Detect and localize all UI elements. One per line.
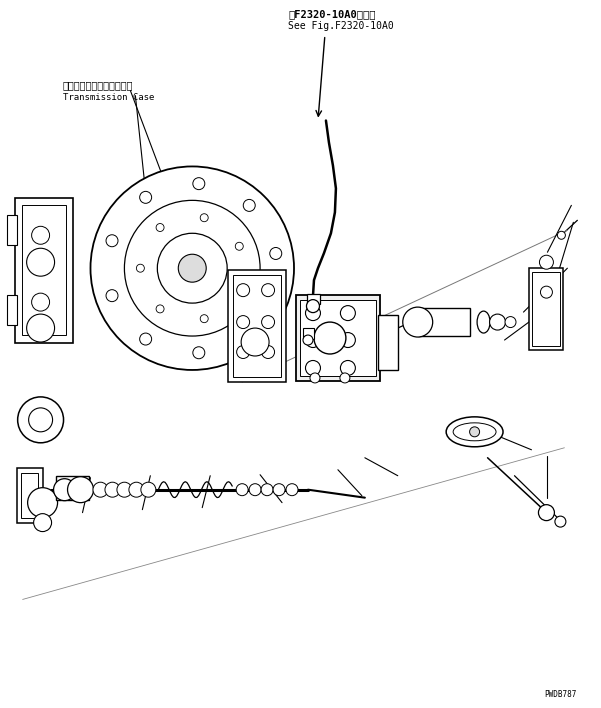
Circle shape (303, 335, 313, 345)
Circle shape (403, 307, 433, 337)
Circle shape (139, 191, 151, 203)
Circle shape (261, 284, 275, 297)
Circle shape (305, 306, 320, 321)
Circle shape (129, 482, 144, 497)
Bar (228, 270, 286, 382)
Circle shape (243, 325, 255, 337)
Bar (378, 315, 398, 370)
Circle shape (286, 484, 298, 496)
Circle shape (237, 316, 249, 329)
Bar (55, 476, 90, 500)
Circle shape (200, 214, 208, 222)
Bar (233, 275, 281, 377)
Bar (22, 205, 66, 335)
Circle shape (156, 224, 164, 232)
Circle shape (28, 488, 58, 518)
Bar (17, 468, 43, 523)
Circle shape (136, 264, 144, 272)
Circle shape (105, 482, 120, 497)
Circle shape (243, 200, 255, 212)
Bar (20, 473, 38, 518)
Circle shape (307, 299, 320, 313)
Circle shape (17, 397, 64, 442)
Circle shape (91, 166, 294, 370)
Circle shape (32, 227, 49, 244)
Bar (529, 268, 563, 350)
Circle shape (237, 346, 249, 358)
Text: トランスミッションケース: トランスミッションケース (63, 81, 133, 91)
Circle shape (106, 235, 118, 246)
Text: Transmission Case: Transmission Case (63, 93, 154, 102)
Circle shape (340, 373, 350, 383)
Circle shape (310, 373, 320, 383)
Bar (296, 295, 380, 381)
Bar (418, 308, 469, 336)
Circle shape (237, 284, 249, 297)
Circle shape (261, 484, 273, 496)
Circle shape (67, 476, 94, 503)
Circle shape (236, 484, 248, 496)
Circle shape (53, 479, 76, 501)
Circle shape (261, 316, 275, 329)
Circle shape (314, 322, 346, 354)
Circle shape (26, 249, 55, 276)
Circle shape (26, 314, 55, 342)
Circle shape (555, 516, 566, 527)
Circle shape (93, 482, 108, 497)
Circle shape (273, 484, 285, 496)
Circle shape (235, 242, 243, 250)
Circle shape (540, 286, 552, 298)
Circle shape (29, 408, 52, 432)
Circle shape (178, 254, 206, 282)
Circle shape (106, 290, 118, 302)
Circle shape (157, 233, 227, 303)
Circle shape (270, 248, 282, 259)
Circle shape (505, 316, 516, 328)
Ellipse shape (477, 311, 490, 333)
Circle shape (117, 482, 132, 497)
Circle shape (34, 513, 52, 532)
Circle shape (469, 427, 480, 437)
Circle shape (235, 286, 243, 294)
Text: 第F2320-10A0図参照: 第F2320-10A0図参照 (288, 8, 376, 19)
Text: PWDB787: PWDB787 (544, 690, 576, 700)
Circle shape (340, 360, 355, 375)
Circle shape (249, 484, 261, 496)
Circle shape (540, 255, 554, 269)
Circle shape (305, 333, 320, 348)
Circle shape (261, 346, 275, 358)
Circle shape (193, 178, 205, 190)
Circle shape (270, 277, 282, 289)
Bar (532, 272, 560, 346)
Circle shape (32, 293, 49, 311)
Circle shape (200, 314, 208, 323)
Circle shape (340, 306, 355, 321)
Bar (7, 295, 17, 325)
Circle shape (193, 347, 205, 359)
Text: See Fig.F2320-10A0: See Fig.F2320-10A0 (288, 21, 394, 30)
Circle shape (141, 482, 156, 497)
Bar (303, 328, 314, 339)
Bar (14, 198, 73, 343)
Circle shape (557, 232, 566, 239)
Circle shape (139, 333, 151, 345)
Circle shape (490, 314, 505, 330)
Circle shape (241, 328, 269, 356)
Ellipse shape (446, 417, 503, 447)
Circle shape (340, 333, 355, 348)
Circle shape (156, 305, 164, 313)
Ellipse shape (453, 423, 496, 441)
Circle shape (305, 360, 320, 375)
Circle shape (124, 200, 260, 336)
Bar (300, 300, 376, 376)
Circle shape (538, 505, 554, 520)
Bar (7, 215, 17, 245)
Bar (307, 294, 320, 304)
